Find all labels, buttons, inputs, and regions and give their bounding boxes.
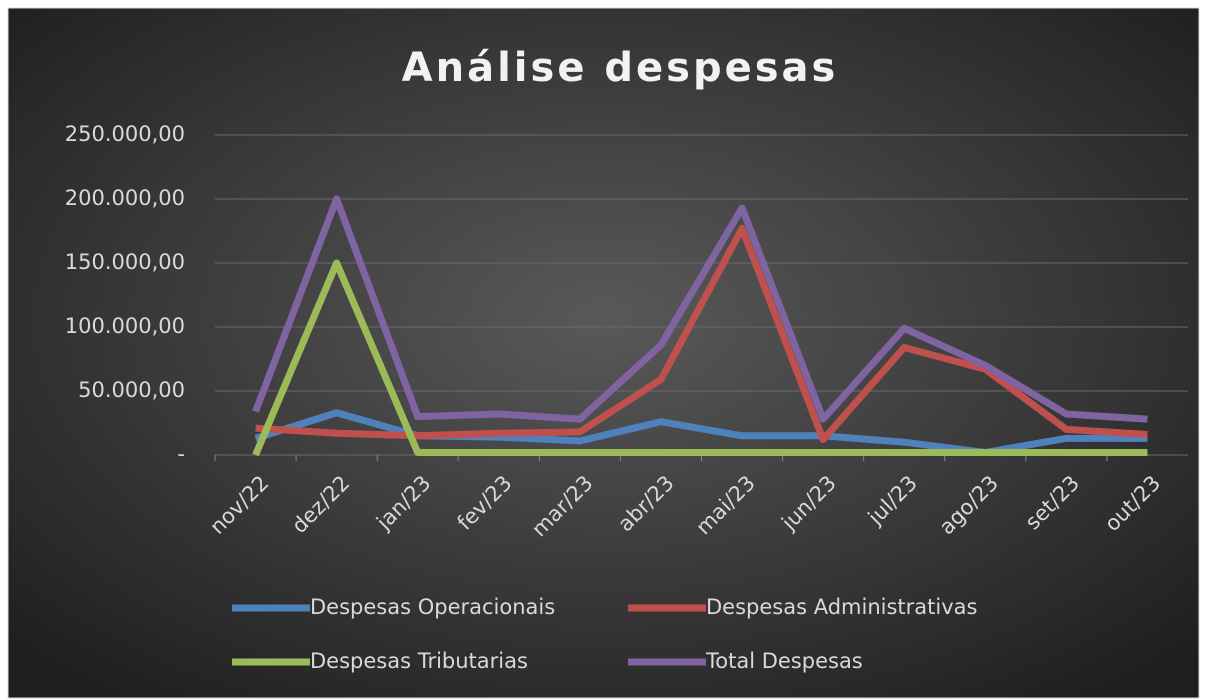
chart-title: Análise despesas [402,45,839,91]
y-tick-label: 150.000,00 [65,250,185,274]
y-tick-label: 200.000,00 [65,186,185,210]
y-tick-label: 100.000,00 [65,314,185,338]
legend-label: Despesas Operacionais [310,595,555,619]
series-line [252,259,1148,457]
legend-label: Total Despesas [705,649,863,673]
legend-label: Despesas Administrativas [706,595,977,619]
chart-background [7,7,1200,699]
y-tick-label: 250.000,00 [65,122,185,146]
y-tick-label: 50.000,00 [78,378,185,402]
series-line [255,224,1148,444]
legend-label: Despesas Tributarias [310,649,528,673]
y-tick-label: - [177,442,185,466]
series-line [252,195,1148,423]
